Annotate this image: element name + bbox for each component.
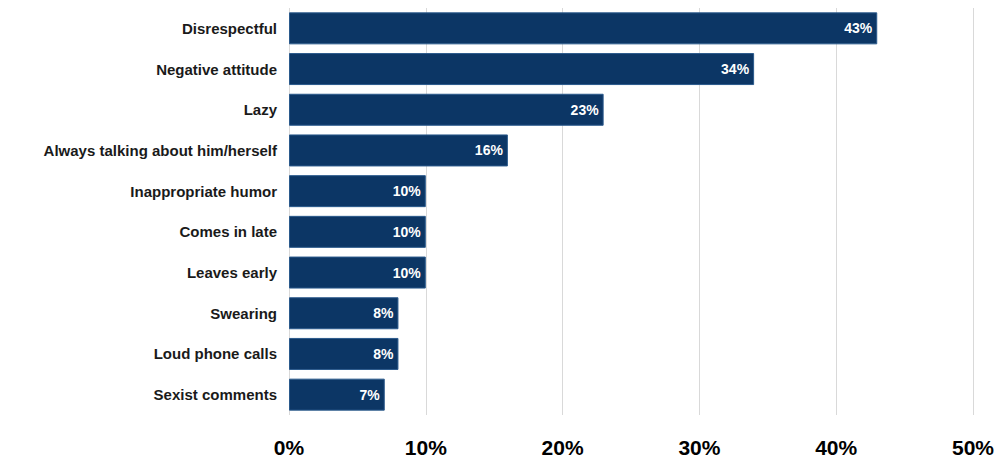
svg-text:10%: 10% (393, 224, 422, 240)
svg-text:Always talking about him/herse: Always talking about him/herself (44, 142, 278, 159)
svg-text:Negative attitude: Negative attitude (156, 61, 277, 78)
svg-text:8%: 8% (373, 305, 394, 321)
svg-text:50%: 50% (952, 436, 994, 459)
svg-text:43%: 43% (844, 20, 873, 36)
svg-text:8%: 8% (373, 346, 394, 362)
svg-text:Inappropriate humor: Inappropriate humor (130, 183, 277, 200)
svg-text:Leaves early: Leaves early (187, 264, 278, 281)
svg-text:30%: 30% (678, 436, 720, 459)
svg-text:10%: 10% (393, 183, 422, 199)
svg-text:Comes in late: Comes in late (179, 223, 277, 240)
svg-text:23%: 23% (571, 102, 600, 118)
svg-text:Disrespectful: Disrespectful (182, 20, 277, 37)
svg-text:Loud phone calls: Loud phone calls (154, 345, 277, 362)
svg-text:0%: 0% (274, 436, 305, 459)
svg-text:10%: 10% (393, 265, 422, 281)
svg-text:7%: 7% (360, 387, 381, 403)
svg-text:40%: 40% (815, 436, 857, 459)
svg-text:16%: 16% (475, 142, 504, 158)
svg-text:20%: 20% (542, 436, 584, 459)
svg-text:34%: 34% (721, 61, 750, 77)
svg-text:Sexist comments: Sexist comments (154, 386, 277, 403)
svg-text:10%: 10% (405, 436, 447, 459)
svg-text:Lazy: Lazy (244, 101, 278, 118)
svg-text:Swearing: Swearing (210, 305, 277, 322)
